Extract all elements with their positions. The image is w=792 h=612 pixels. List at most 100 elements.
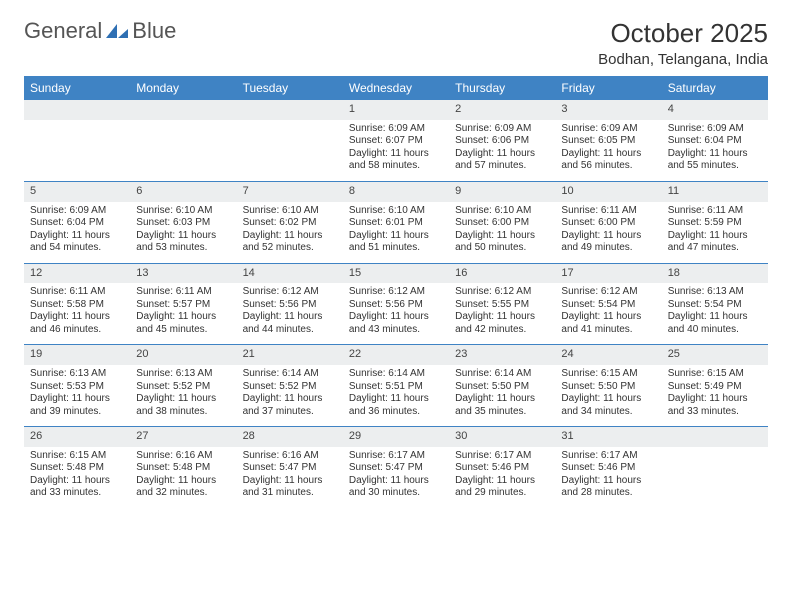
day-number-cell: 1: [343, 100, 449, 120]
day-number-row: 1234: [24, 100, 768, 120]
sunrise-line: Sunrise: 6:12 AM: [349, 286, 443, 299]
sunrise-line: Sunrise: 6:17 AM: [455, 450, 549, 463]
daylight-line: Daylight: 11 hours and 41 minutes.: [561, 311, 655, 336]
day-detail: Sunrise: 6:10 AMSunset: 6:01 PMDaylight:…: [349, 205, 443, 255]
day-detail: Sunrise: 6:09 AMSunset: 6:04 PMDaylight:…: [668, 123, 762, 173]
sunset-line: Sunset: 5:48 PM: [30, 462, 124, 475]
day-body-cell: Sunrise: 6:17 AMSunset: 5:46 PMDaylight:…: [555, 447, 661, 508]
sunrise-line: Sunrise: 6:09 AM: [455, 123, 549, 136]
day-detail: Sunrise: 6:16 AMSunset: 5:48 PMDaylight:…: [136, 450, 230, 500]
daylight-line: Daylight: 11 hours and 44 minutes.: [243, 311, 337, 336]
sunrise-line: Sunrise: 6:14 AM: [455, 368, 549, 381]
day-body-cell: Sunrise: 6:16 AMSunset: 5:48 PMDaylight:…: [130, 447, 236, 508]
sunrise-line: Sunrise: 6:13 AM: [30, 368, 124, 381]
day-body-cell: Sunrise: 6:17 AMSunset: 5:47 PMDaylight:…: [343, 447, 449, 508]
sunrise-line: Sunrise: 6:16 AM: [243, 450, 337, 463]
day-body-cell: Sunrise: 6:16 AMSunset: 5:47 PMDaylight:…: [237, 447, 343, 508]
daylight-line: Daylight: 11 hours and 32 minutes.: [136, 475, 230, 500]
sunset-line: Sunset: 5:56 PM: [243, 299, 337, 312]
day-body-cell: Sunrise: 6:12 AMSunset: 5:56 PMDaylight:…: [343, 283, 449, 345]
sunrise-line: Sunrise: 6:09 AM: [30, 205, 124, 218]
day-number-cell: 31: [555, 427, 661, 447]
daylight-line: Daylight: 11 hours and 40 minutes.: [668, 311, 762, 336]
sunset-line: Sunset: 6:04 PM: [30, 217, 124, 230]
day-number-cell: 18: [662, 263, 768, 283]
sunset-line: Sunset: 5:59 PM: [668, 217, 762, 230]
day-body-cell: Sunrise: 6:13 AMSunset: 5:53 PMDaylight:…: [24, 365, 130, 427]
daylight-line: Daylight: 11 hours and 37 minutes.: [243, 393, 337, 418]
sunset-line: Sunset: 5:50 PM: [561, 381, 655, 394]
sunrise-line: Sunrise: 6:09 AM: [668, 123, 762, 136]
day-body-row: Sunrise: 6:11 AMSunset: 5:58 PM Daylight:…: [24, 283, 768, 345]
day-body-cell: Sunrise: 6:09 AMSunset: 6:07 PMDaylight:…: [343, 120, 449, 182]
sunrise-line: Sunrise: 6:09 AM: [349, 123, 443, 136]
daylight-line: Daylight: 11 hours and 47 minutes.: [668, 230, 762, 255]
day-detail: Sunrise: 6:14 AMSunset: 5:50 PMDaylight:…: [455, 368, 549, 418]
day-detail: Sunrise: 6:12 AMSunset: 5:56 PMDaylight:…: [349, 286, 443, 336]
sunrise-line: Sunrise: 6:14 AM: [349, 368, 443, 381]
daylight-line: Daylight: 11 hours and 34 minutes.: [561, 393, 655, 418]
day-number-cell: 8: [343, 181, 449, 201]
sunset-line: Sunset: 5:56 PM: [349, 299, 443, 312]
day-number-cell: 29: [343, 427, 449, 447]
sunset-line: Sunset: 6:03 PM: [136, 217, 230, 230]
day-body-cell: Sunrise: 6:10 AMSunset: 6:03 PMDaylight:…: [130, 202, 236, 264]
day-number-cell: 19: [24, 345, 130, 365]
weekday-header: Saturday: [662, 77, 768, 100]
day-number-cell: 12: [24, 263, 130, 283]
daylight-line: Daylight: 11 hours and 29 minutes.: [455, 475, 549, 500]
day-detail: Sunrise: 6:14 AMSunset: 5:52 PMDaylight:…: [243, 368, 337, 418]
sunrise-line: Sunrise: 6:12 AM: [561, 286, 655, 299]
day-detail: Sunrise: 6:15 AMSunset: 5:48 PMDaylight:…: [30, 450, 124, 500]
day-number-cell: 11: [662, 181, 768, 201]
sunset-line: Sunset: 5:58 PM: [30, 299, 124, 312]
sunset-line: Sunset: 6:06 PM: [455, 135, 549, 148]
daylight-line: Daylight: 11 hours and 38 minutes.: [136, 393, 230, 418]
daylight-line: Daylight: 11 hours and 54 minutes.: [30, 230, 124, 255]
sunrise-line: Sunrise: 6:16 AM: [136, 450, 230, 463]
day-body-cell: Sunrise: 6:13 AMSunset: 5:54 PMDaylight:…: [662, 283, 768, 345]
day-number-row: 262728293031: [24, 427, 768, 447]
day-body-cell: Sunrise: 6:10 AMSunset: 6:00 PMDaylight:…: [449, 202, 555, 264]
daylight-line: Daylight: 11 hours and 35 minutes.: [455, 393, 549, 418]
day-number-cell: [24, 100, 130, 120]
day-body-cell: Sunrise: 6:17 AMSunset: 5:46 PMDaylight:…: [449, 447, 555, 508]
sunrise-line: Sunrise: 6:11 AM: [668, 205, 762, 218]
weekday-header: Thursday: [449, 77, 555, 100]
day-number-cell: 9: [449, 181, 555, 201]
day-body-cell: Sunrise: 6:10 AMSunset: 6:02 PMDaylight:…: [237, 202, 343, 264]
sunset-line: Sunset: 5:54 PM: [668, 299, 762, 312]
daylight-line: Daylight: 11 hours and 52 minutes.: [243, 230, 337, 255]
day-number-cell: 4: [662, 100, 768, 120]
sunset-line: Sunset: 6:05 PM: [561, 135, 655, 148]
weekday-header: Tuesday: [237, 77, 343, 100]
day-number-cell: 14: [237, 263, 343, 283]
day-body-cell: Sunrise: 6:15 AMSunset: 5:49 PMDaylight:…: [662, 365, 768, 427]
sunrise-line: Sunrise: 6:13 AM: [136, 368, 230, 381]
day-body-cell: Sunrise: 6:14 AMSunset: 5:51 PMDaylight:…: [343, 365, 449, 427]
header: General Blue October 2025 Bodhan, Telang…: [24, 18, 768, 68]
sunset-line: Sunset: 5:52 PM: [136, 381, 230, 394]
daylight-line: Daylight: 11 hours and 30 minutes.: [349, 475, 443, 500]
day-body-cell: Sunrise: 6:14 AMSunset: 5:50 PMDaylight:…: [449, 365, 555, 427]
day-number-cell: 16: [449, 263, 555, 283]
day-detail: Sunrise: 6:13 AMSunset: 5:53 PMDaylight:…: [30, 368, 124, 418]
day-detail: Sunrise: 6:14 AMSunset: 5:51 PMDaylight:…: [349, 368, 443, 418]
sunset-line: Sunset: 5:50 PM: [455, 381, 549, 394]
location-subtitle: Bodhan, Telangana, India: [598, 51, 768, 68]
day-detail: Sunrise: 6:09 AMSunset: 6:04 PMDaylight:…: [30, 205, 124, 255]
brand-logo: General Blue: [24, 18, 176, 44]
sunrise-line: Sunrise: 6:10 AM: [455, 205, 549, 218]
day-number-cell: [662, 427, 768, 447]
weekday-header: Wednesday: [343, 77, 449, 100]
day-number-cell: 28: [237, 427, 343, 447]
day-detail: Sunrise: 6:09 AMSunset: 6:06 PMDaylight:…: [455, 123, 549, 173]
day-body-cell: Sunrise: 6:09 AMSunset: 6:04 PMDaylight:…: [24, 202, 130, 264]
daylight-line: Daylight: 11 hours and 36 minutes.: [349, 393, 443, 418]
day-body-cell: [662, 447, 768, 508]
sunset-line: Sunset: 5:48 PM: [136, 462, 230, 475]
sunrise-line: Sunrise: 6:11 AM: [30, 286, 124, 299]
sunrise-line: Sunrise: 6:14 AM: [243, 368, 337, 381]
day-body-cell: Sunrise: 6:09 AMSunset: 6:05 PMDaylight:…: [555, 120, 661, 182]
day-body-cell: Sunrise: 6:11 AMSunset: 5:57 PMDaylight:…: [130, 283, 236, 345]
